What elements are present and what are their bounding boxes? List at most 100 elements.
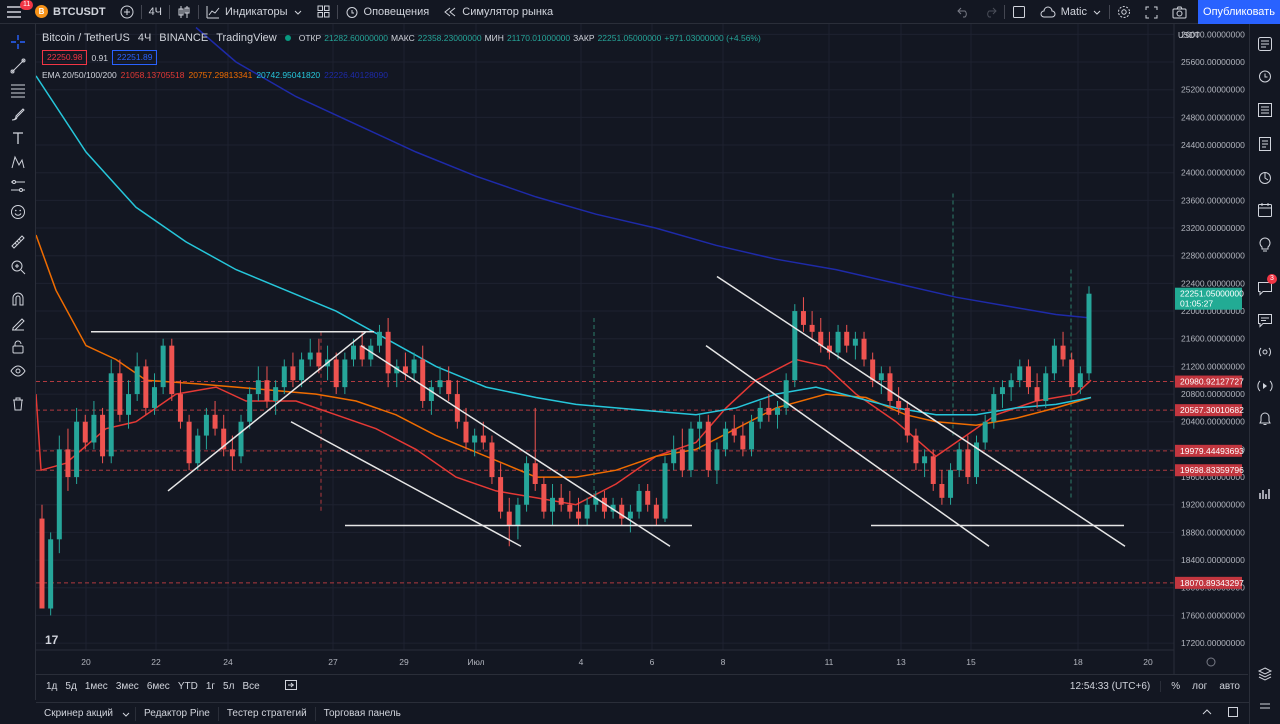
lock-drawing-icon[interactable] — [8, 313, 28, 333]
prediction-icon[interactable] — [8, 176, 28, 196]
range-7[interactable]: 5л — [223, 681, 235, 692]
screenshot-button[interactable] — [1165, 0, 1194, 24]
lock-icon[interactable] — [8, 337, 28, 357]
hotlist-icon[interactable] — [1255, 167, 1275, 187]
bottom-panel-tabs: Скринер акций Редактор Pine Тестер страт… — [36, 702, 1249, 724]
messages-icon[interactable] — [1255, 310, 1275, 330]
streams-icon[interactable] — [1255, 342, 1275, 362]
text-icon[interactable] — [8, 128, 28, 148]
range-3[interactable]: 3мес — [115, 681, 139, 692]
range-1[interactable]: 5д — [65, 681, 77, 692]
candle-body — [800, 311, 806, 325]
range-2[interactable]: 1мес — [84, 681, 108, 692]
ruler-icon[interactable] — [8, 232, 28, 252]
candle-body — [221, 428, 227, 450]
price-tick: 22400.00000000 — [1181, 278, 1245, 288]
trend-line-icon[interactable] — [8, 56, 28, 76]
fullscreen-button[interactable] — [1138, 0, 1165, 24]
crosshair-icon[interactable] — [8, 32, 28, 52]
pattern-icon[interactable] — [8, 152, 28, 172]
price-tick: 21600.00000000 — [1181, 334, 1245, 344]
candle-body — [662, 463, 668, 519]
publish-button[interactable]: Опубликовать — [1198, 0, 1280, 24]
dom-icon[interactable] — [1255, 484, 1275, 504]
zoom-in-icon[interactable] — [8, 257, 28, 277]
time-scale[interactable]: 20 22 24 27 29 Июл 4 6 8 11 13 15 18 20 — [81, 657, 1153, 667]
alerts-panel-icon[interactable] — [1255, 66, 1275, 86]
range-0[interactable]: 1д — [46, 681, 58, 692]
magnet-icon[interactable] — [8, 289, 28, 309]
alerts-button[interactable]: Оповещения — [338, 0, 437, 24]
go-to-date-icon[interactable] — [284, 679, 298, 694]
broadcast-icon[interactable] — [1255, 376, 1275, 396]
range-6[interactable]: 1г — [205, 681, 216, 692]
percent-toggle[interactable]: % — [1160, 681, 1184, 692]
chart-type-button[interactable] — [170, 0, 198, 24]
chevron-up-icon[interactable] — [1201, 707, 1213, 720]
range-5[interactable]: YTD — [177, 681, 198, 692]
news-icon[interactable] — [1255, 134, 1275, 154]
ohlc-values: ОТКР 21282.60000000 МАКС 22358.23000000 МИ… — [299, 33, 761, 43]
price-label-bg — [1175, 404, 1242, 417]
replay-button[interactable]: Симулятор рынка — [436, 0, 560, 24]
emoji-icon[interactable] — [8, 202, 28, 222]
undo-button[interactable] — [950, 0, 977, 24]
settings-button[interactable] — [1110, 0, 1138, 24]
candle-body — [437, 380, 443, 388]
layers-icon[interactable] — [1255, 664, 1275, 684]
close-label: ЗАКР — [573, 33, 595, 43]
log-toggle[interactable]: лог — [1192, 681, 1208, 692]
candle-body — [428, 387, 434, 401]
layouts-button[interactable] — [310, 0, 337, 24]
help-icon[interactable] — [1255, 696, 1275, 716]
clock-timezone[interactable]: 12:54:33 (UTC+6) — [1069, 681, 1151, 692]
currency-label[interactable]: USDT — [1178, 31, 1200, 40]
redo-button[interactable] — [977, 0, 1004, 24]
tab-stock-screener[interactable]: Скринер акций — [36, 708, 121, 719]
range-4[interactable]: 6мес — [146, 681, 170, 692]
candle-body — [143, 366, 149, 408]
fib-retracement-icon[interactable] — [8, 80, 28, 100]
trend-lines[interactable] — [91, 275, 1126, 547]
settings-gear-icon[interactable] — [1206, 657, 1216, 667]
candle-body — [740, 435, 746, 450]
compare-symbol-button[interactable] — [113, 0, 141, 24]
interval-button[interactable]: 4Ч — [142, 0, 169, 24]
tab-trading-panel[interactable]: Торговая панель — [316, 708, 409, 719]
price-label-text: 22251.05000000 — [1180, 289, 1244, 299]
buy-price-box[interactable]: 22251.89 — [112, 50, 158, 65]
watchlist-icon[interactable] — [1255, 34, 1275, 54]
layout-square-button[interactable] — [1005, 0, 1033, 24]
eye-icon[interactable] — [8, 361, 28, 381]
calendar-icon[interactable] — [1255, 200, 1275, 220]
brush-icon[interactable] — [8, 104, 28, 124]
sell-price-box[interactable]: 22250.98 — [42, 50, 88, 65]
ideas-icon[interactable] — [1255, 234, 1275, 254]
price-chart[interactable]: 26000.00000000 25600.00000000 25200.000000… — [36, 24, 1249, 674]
divider — [135, 706, 137, 721]
top-toolbar: 11 B BTCUSDT 4Ч Индикаторы Оповещения Си… — [0, 0, 1280, 24]
chat-icon[interactable] — [1255, 278, 1275, 298]
trash-icon[interactable] — [8, 394, 28, 414]
alerts-label: Оповещения — [363, 5, 430, 18]
market-open-dot — [284, 35, 291, 41]
candle-body — [255, 380, 261, 395]
chevron-down-icon[interactable] — [121, 709, 131, 719]
data-window-icon[interactable] — [1255, 100, 1275, 120]
symbol-search-button[interactable]: B BTCUSDT — [28, 0, 113, 24]
auto-toggle[interactable]: авто — [1219, 681, 1240, 692]
candle-body — [169, 345, 175, 395]
main-menu-button[interactable]: 11 — [0, 0, 34, 24]
indicators-button[interactable]: Индикаторы — [199, 0, 310, 24]
save-layout-button[interactable]: Matic — [1033, 0, 1109, 24]
tab-strategy-tester[interactable]: Тестер стратегий — [219, 708, 315, 719]
ema-label[interactable]: EMA 20/50/100/200 — [42, 70, 117, 80]
candle-body — [783, 380, 789, 408]
price-scale[interactable]: 26000.00000000 25600.00000000 25200.000000… — [1181, 29, 1245, 648]
symbol-title[interactable]: Bitcoin / TetherUS — [42, 32, 130, 44]
candle-body — [550, 497, 556, 512]
notifications-icon[interactable] — [1255, 408, 1275, 428]
range-8[interactable]: Все — [242, 681, 260, 692]
maximize-panel-icon[interactable] — [1227, 706, 1239, 721]
tab-pine-editor[interactable]: Редактор Pine — [136, 708, 218, 719]
